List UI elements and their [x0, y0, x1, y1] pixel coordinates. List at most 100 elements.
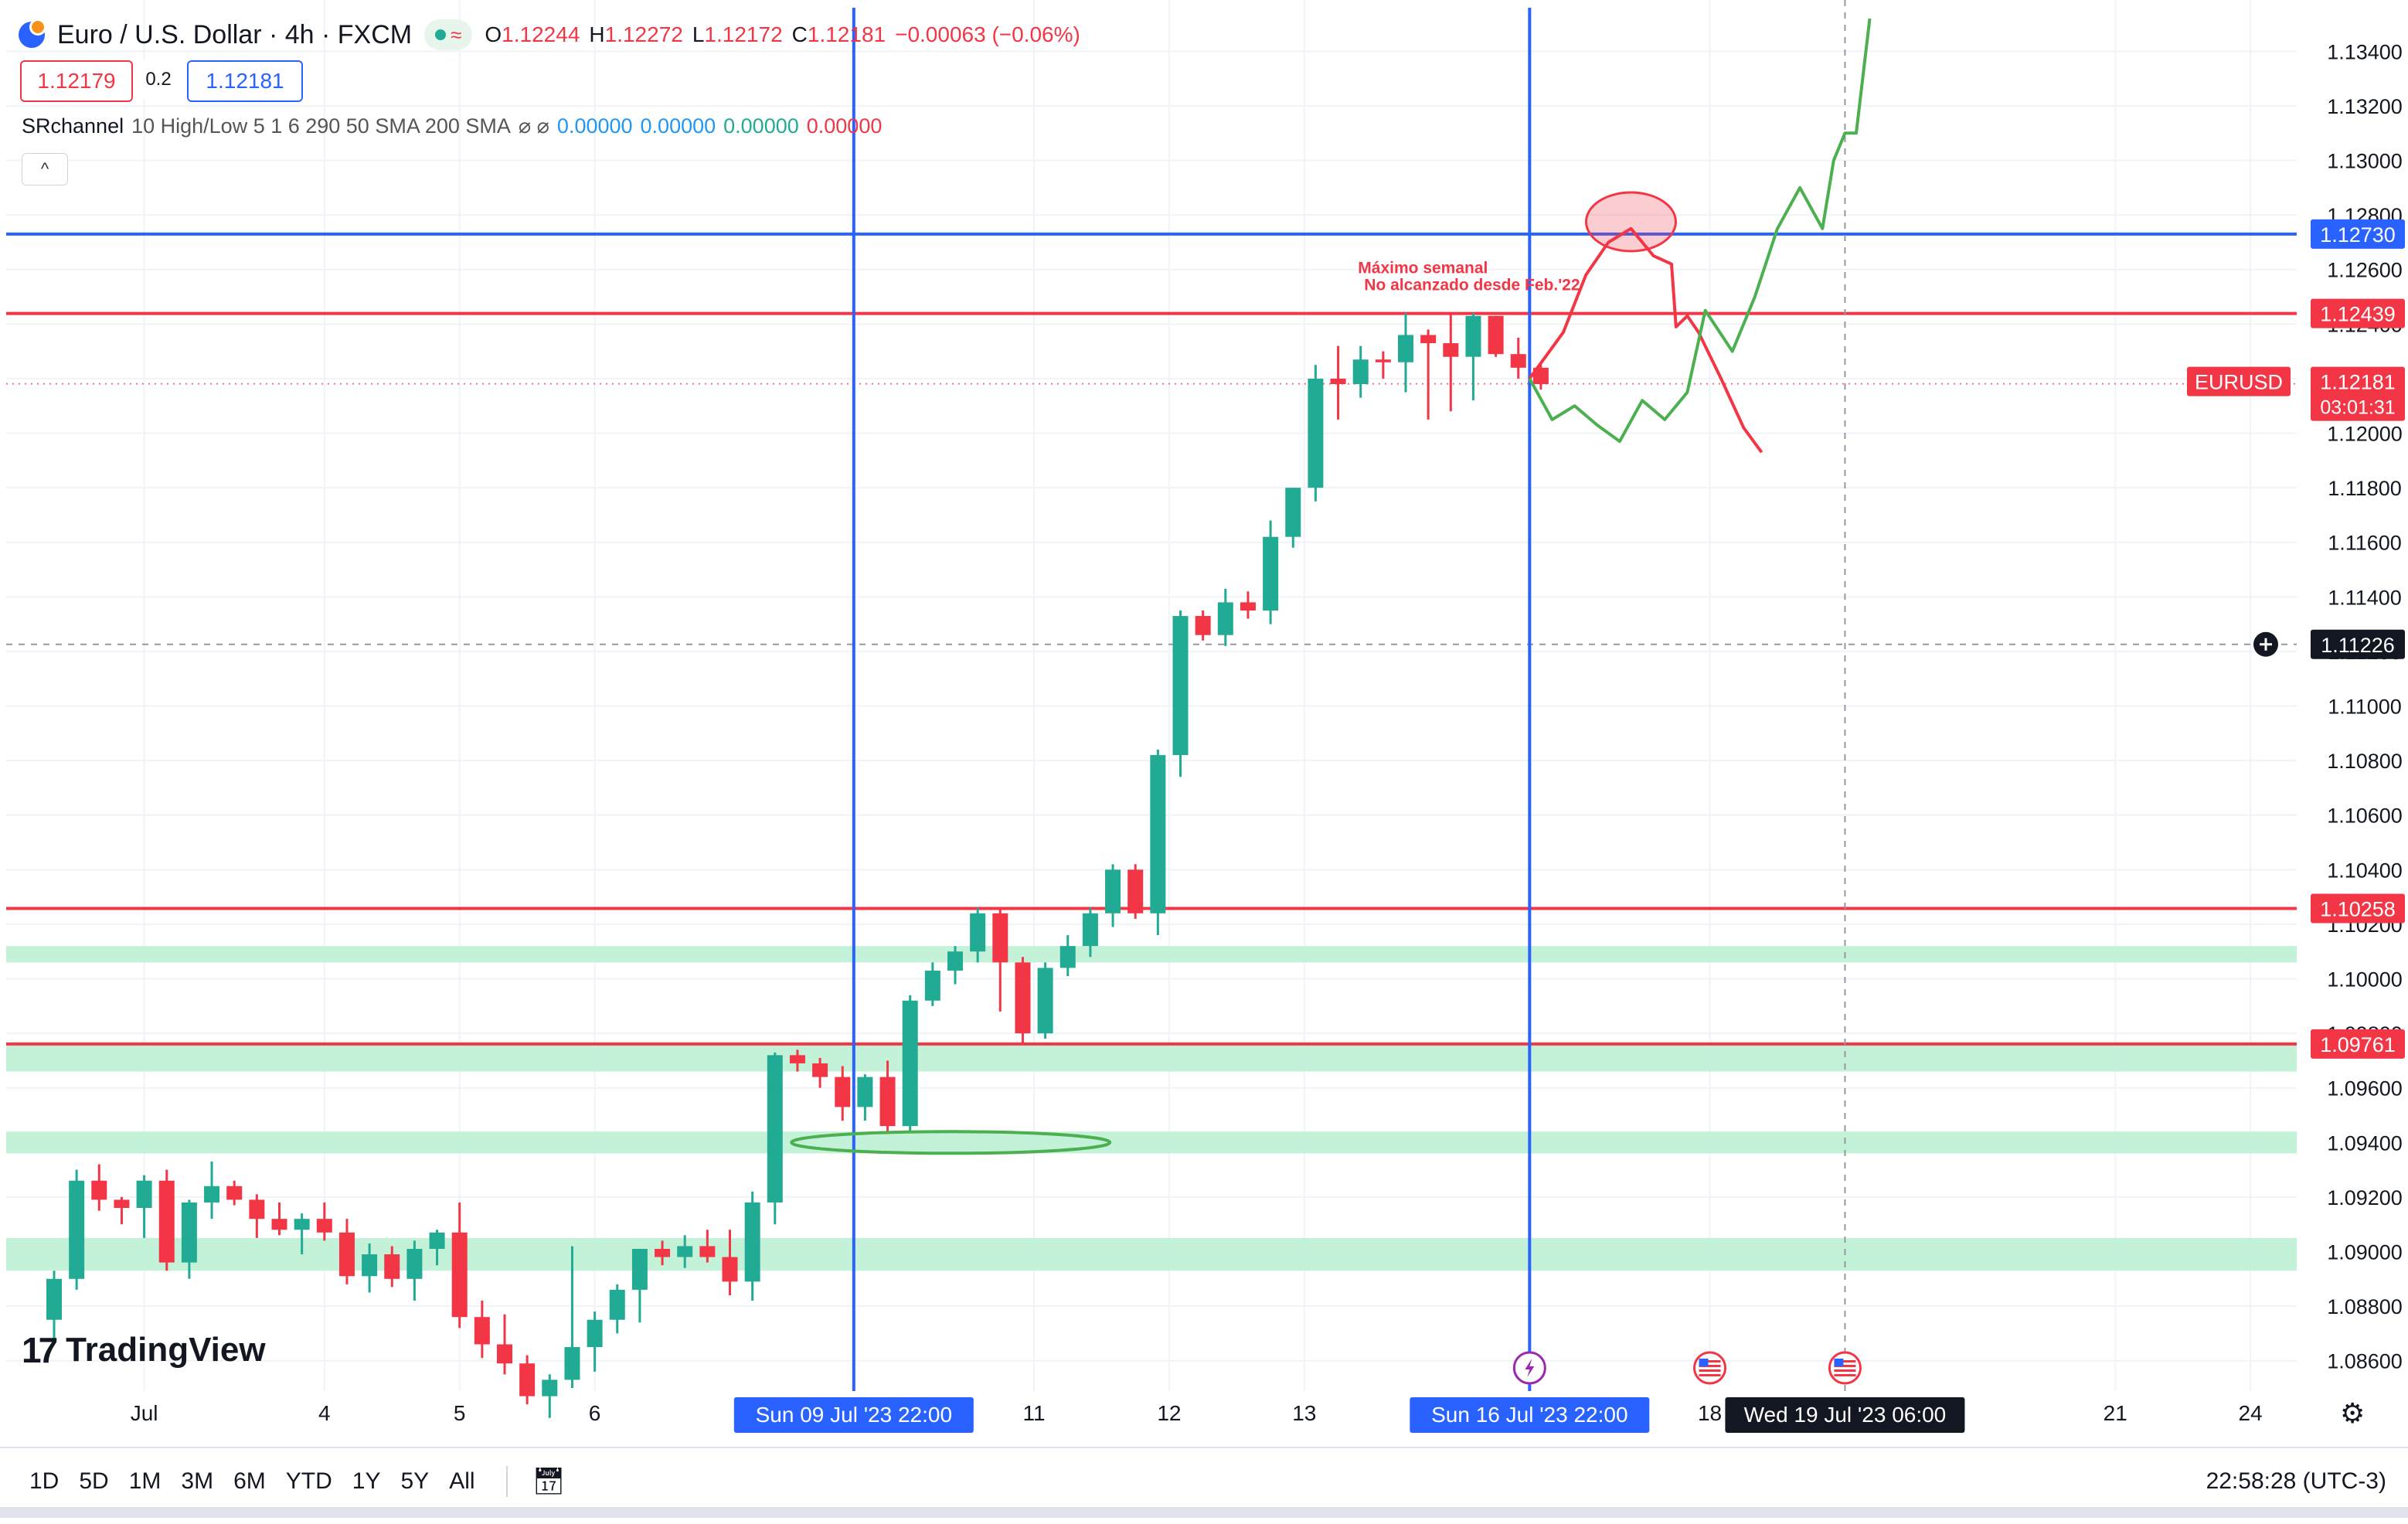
flag-stripe [1699, 1365, 1721, 1367]
support-ellipse [790, 1130, 1112, 1155]
indicator-params: 10 High/Low 5 1 6 290 50 SMA 200 SMA [131, 114, 511, 138]
range-all[interactable]: All [449, 1468, 475, 1494]
bullish-scenario-path [1528, 18, 1872, 444]
price-level-label-bg [2311, 219, 2405, 249]
flag-stripe [1834, 1374, 1856, 1376]
sell-button[interactable]: 1.12179 [20, 60, 133, 102]
range-ytd[interactable]: YTD [285, 1468, 332, 1494]
candle-body [1015, 962, 1031, 1034]
candle-body [181, 1202, 197, 1263]
close-value: 1.12181 [807, 22, 886, 46]
candle-body [631, 1248, 648, 1290]
time-tick-label: Jul [131, 1401, 158, 1425]
flag-stripe [1834, 1365, 1856, 1367]
tradingview-brand: TradingView [66, 1331, 266, 1369]
symbol-logo-icon [19, 19, 46, 48]
us-flag-icon [1693, 1351, 1727, 1385]
time-highlight-bg [1725, 1397, 1965, 1433]
lightning-glyph [1525, 1359, 1535, 1377]
candle-body [924, 970, 940, 1001]
candle-body [789, 1055, 805, 1063]
bottom-toolbar: 1D 5D 1M 3M 6M YTD 1Y 5Y All 📅︎ 22:58:28… [0, 1447, 2408, 1515]
price-tick-label: 1.09400 [2327, 1131, 2403, 1155]
candle-body [1037, 968, 1053, 1034]
collapse-legend-button[interactable]: ^ [22, 153, 68, 185]
price-level-label-bg [2311, 893, 2405, 924]
flag-stripe [1699, 1374, 1721, 1376]
calendar-icon[interactable]: 📅︎ [505, 1466, 566, 1497]
price-tick-label: 1.12600 [2327, 259, 2403, 282]
price-tick-label: 1.09000 [2327, 1241, 2403, 1264]
candle-body [947, 951, 963, 971]
open-label: O [485, 22, 502, 46]
candle-body [1330, 378, 1346, 385]
candle-body [677, 1246, 693, 1257]
candle-body [1127, 869, 1144, 913]
candle-body [1398, 335, 1413, 362]
flag-stripe [1834, 1360, 1856, 1362]
candle-body [722, 1257, 738, 1282]
delay-icon: ≈ [451, 22, 462, 46]
support-resistance-zones [6, 946, 2297, 1271]
symbol-title[interactable]: Euro / U.S. Dollar · 4h · FXCM [57, 19, 413, 49]
candle-body [609, 1289, 625, 1320]
candle-body [1488, 315, 1504, 355]
candle-body [1240, 602, 1256, 611]
range-5d[interactable]: 5D [79, 1468, 109, 1494]
low-label: L [692, 22, 705, 46]
candle-body [362, 1254, 378, 1277]
candle-body [835, 1077, 851, 1107]
range-6m[interactable]: 6M [233, 1468, 266, 1494]
candle-body [1195, 616, 1211, 635]
candle-body [1285, 488, 1301, 537]
clock-timezone[interactable]: 22:58:28 (UTC-3) [2206, 1468, 2386, 1494]
time-highlight-bg [733, 1397, 974, 1433]
range-1d[interactable]: 1D [29, 1468, 60, 1494]
buy-button[interactable]: 1.12181 [187, 60, 303, 102]
low-value: 1.12172 [704, 22, 783, 46]
candle-body [338, 1232, 355, 1277]
range-3m[interactable]: 3M [181, 1468, 214, 1494]
bearish-scenario-path [1528, 226, 1763, 454]
candle-body [136, 1180, 152, 1209]
horizontal-scrollbar[interactable] [0, 1507, 2408, 1518]
indicator-name[interactable]: SRchannel [22, 114, 124, 138]
candle-body [812, 1063, 828, 1077]
flag-stripe [1834, 1369, 1856, 1372]
time-highlight-label: Sun 09 Jul '23 22:00 [756, 1403, 952, 1427]
candle-body [767, 1055, 783, 1203]
candle-body [271, 1219, 287, 1230]
crosshair-price-label: 1.11226 [2321, 634, 2395, 657]
candle-body [384, 1254, 400, 1279]
candle-body [1308, 378, 1324, 488]
time-tick-label: 24 [2239, 1401, 2263, 1425]
candle-body [519, 1363, 536, 1396]
price-tick-label: 1.10000 [2327, 968, 2403, 992]
price-level-label-bg [2311, 1029, 2405, 1059]
indicator-hidden-icons: ⌀ ⌀ [518, 114, 549, 138]
time-tick-label: 4 [318, 1401, 331, 1425]
vertical-lines [852, 0, 1846, 1391]
time-tick-label: 6 [589, 1401, 601, 1425]
candle-body [294, 1219, 310, 1230]
time-tick-label: 12 [1157, 1401, 1181, 1425]
candle-body [1375, 359, 1391, 362]
range-5y[interactable]: 5Y [400, 1468, 430, 1494]
candle-body [204, 1186, 220, 1203]
market-status-pill[interactable]: ≈ [424, 19, 473, 50]
annotation-weekly-high: Máximo semanal [1358, 260, 1488, 277]
candle-body [451, 1232, 468, 1318]
support-zone [6, 946, 2297, 963]
price-level-label: 1.12439 [2320, 303, 2396, 326]
candle-body [46, 1278, 62, 1320]
price-tick-label: 1.09600 [2327, 1077, 2403, 1100]
price-tick-label: 1.13000 [2327, 150, 2403, 173]
candle-body [992, 913, 1008, 963]
range-1y[interactable]: 1Y [352, 1468, 381, 1494]
range-1m[interactable]: 1M [128, 1468, 162, 1494]
indicator-legend[interactable]: SRchannel 10 High/Low 5 1 6 290 50 SMA 2… [22, 114, 882, 138]
settings-icon[interactable]: ⚙ [2340, 1397, 2365, 1429]
candle-body [1443, 343, 1459, 357]
